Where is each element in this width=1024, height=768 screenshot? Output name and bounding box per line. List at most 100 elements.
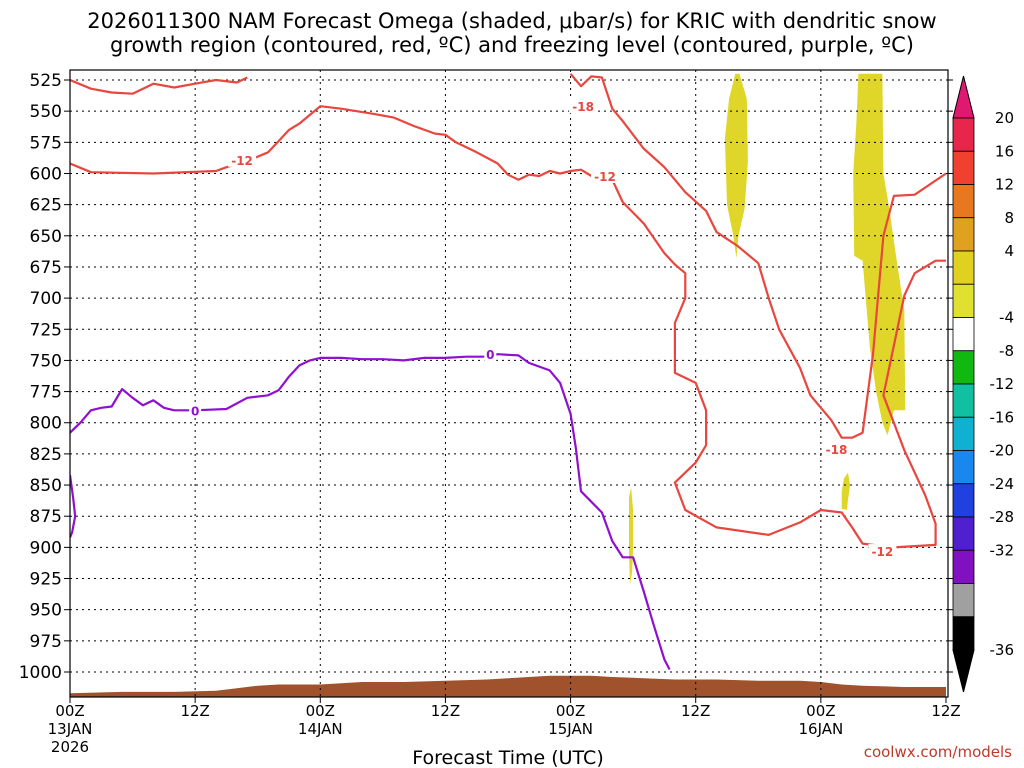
colorbar-label: -28 [990,508,1015,526]
omega-region-omega-4-8-c [841,472,851,510]
y-tick-label: 725 [30,320,62,340]
y-tick-label: 750 [30,351,62,371]
y-tick-label: 950 [30,601,62,621]
chart-title-line1: 2026011300 NAM Forecast Omega (shaded, μ… [87,9,936,33]
colorbar-swatch [952,250,975,285]
colorbar-swatch [952,616,975,651]
x-tick-date: 13JAN [48,720,93,738]
x-tick-date: 15JAN [548,720,593,738]
contour-label-bg [569,99,598,114]
contour-label-bg [484,347,497,362]
omega-shading-layer [629,73,906,585]
colorbar-swatch [952,150,975,185]
y-tick-label: 850 [30,476,62,496]
x-tick-label: 12Z [431,702,460,720]
grid-layer [70,70,948,697]
contour-label: -18 [826,443,848,457]
colorbar-label: -20 [990,442,1015,460]
colorbar-swatch [952,350,975,385]
colorbar-swatch [952,450,975,485]
colorbar-swatch [952,283,975,318]
colorbar-label: -12 [990,375,1015,393]
y-tick-label: 650 [30,227,62,247]
y-tick-label: 1000 [19,663,62,683]
omega-region-omega-4-8-a [724,73,748,259]
x-tick-label: 00Z [806,702,835,720]
y-tick-label: 600 [30,164,62,184]
contour-label-bg [868,544,897,559]
x-tick-label: 00Z [556,702,585,720]
colorbar-label: -8 [999,342,1014,360]
colorbar-swatch [952,516,975,551]
colorbar-label: 8 [1004,209,1014,227]
omega-region-omega-4-8-d [629,487,634,585]
contour-label: -12 [231,154,253,168]
x-tick-label: 12Z [681,702,710,720]
contour-freezing-level [70,353,671,671]
contour-minus12-upper [70,105,946,549]
y-tick-label: 675 [30,258,62,278]
contour-label-layer: -12 -18 -12 -18 -12 0 0 [189,99,897,559]
y-tick-label: 525 [30,71,62,91]
colorbar-label: 20 [995,109,1014,127]
colorbar-swatch [952,549,975,584]
colorbar-swatch [952,184,975,219]
colorbar-label: -24 [990,475,1015,493]
colorbar-swatch [952,317,975,352]
contour-label: -18 [572,100,594,114]
terrain-layer [70,675,946,697]
contour-minus18-right [569,73,947,439]
colorbar-label: -16 [990,408,1015,426]
y-tick-label: 900 [30,538,62,558]
x-tick-label: 00Z [306,702,335,720]
y-axis: 525 550 575 600 625 650 675 700 725 750 775 800 825 8… [19,71,953,683]
y-tick-label: 875 [30,507,62,527]
colorbar-swatch [952,217,975,252]
y-tick-label: 775 [30,383,62,403]
colorbar-swatch [952,483,975,518]
contour-freezing-level-edge [70,474,77,538]
y-tick-label: 550 [30,102,62,122]
colorbar-label: -36 [990,641,1015,659]
contour-label: -12 [872,545,894,559]
colorbar-top-arrow [952,75,975,119]
x-tick-date: 14JAN [298,720,343,738]
x-axis-title: Forecast Time (UTC) [412,747,603,768]
x-tick-label: 00Z [55,702,84,720]
omega-region-omega-4-8-b [853,73,906,436]
y-tick-label: 825 [30,445,62,465]
x-tick-label: 12Z [931,702,960,720]
contour-label: -12 [594,170,616,184]
y-tick-label: 700 [30,289,62,309]
contour-label-bg [822,441,851,456]
colorbar-label: 4 [1004,242,1014,260]
y-tick-label: 925 [30,570,62,590]
credit-link[interactable]: coolwx.com/models [864,743,1012,761]
y-tick-label: 625 [30,196,62,216]
contour-minus12-lower-left [70,76,248,95]
colorbar-swatch [952,383,975,418]
terrain-fill [70,675,946,697]
colorbar-swatch [952,117,975,152]
chart-title-line2: growth region (contoured, red, ºC) and f… [110,33,914,57]
contour-label-bg [590,168,619,183]
x-tick-date: 16JAN [798,720,843,738]
y-tick-label: 800 [30,414,62,434]
y-tick-label: 575 [30,133,62,153]
contour-label-bg [189,403,202,418]
x-tick-year: 2026 [51,738,89,756]
contour-label: 0 [486,348,494,362]
colorbar-swatch [952,416,975,451]
colorbar-swatch [952,583,975,618]
colorbar-label: 16 [995,142,1014,160]
contour-label-bg [228,152,257,167]
contour-label: 0 [191,404,199,418]
colorbar-label: -32 [990,541,1015,559]
contour-layer [70,73,947,671]
colorbar: 20 16 12 8 4 -4 -8 -12 -16 -20 -24 -28 -32 -36 [952,75,1015,693]
colorbar-label: 12 [995,176,1014,194]
y-tick-label: 975 [30,632,62,652]
colorbar-bottom-arrow [952,649,975,693]
